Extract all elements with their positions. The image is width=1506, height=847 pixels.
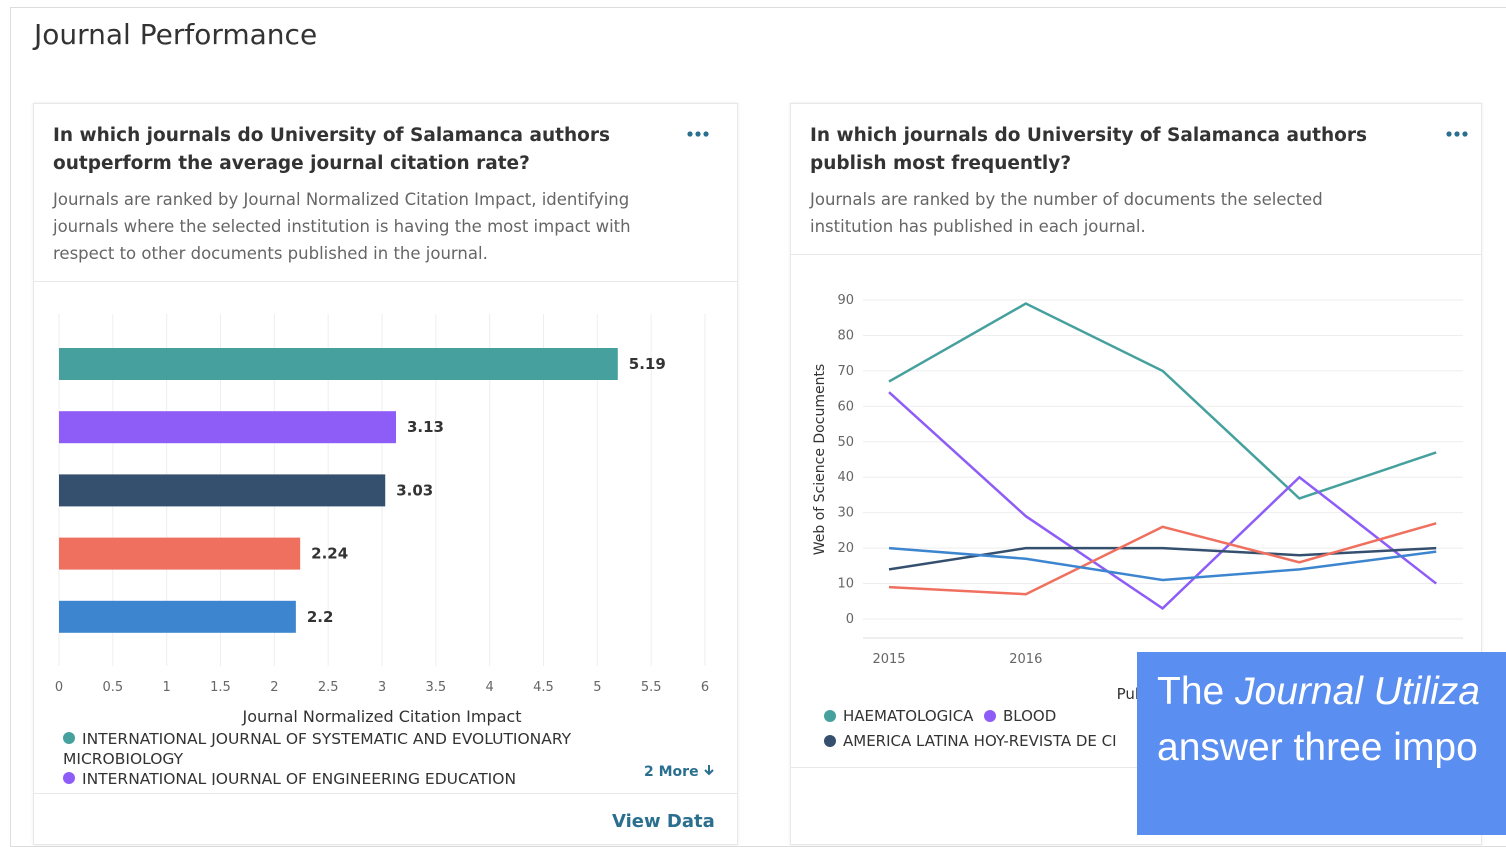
value-label: 2.24 <box>311 545 348 563</box>
x-tick-label: 2.5 <box>318 680 339 695</box>
value-label: 3.13 <box>407 418 444 436</box>
x-tick-label: 1.5 <box>210 680 231 695</box>
legend-swatch <box>824 710 836 722</box>
series-line <box>888 302 1437 500</box>
x-tick-label: 4.5 <box>533 680 554 695</box>
legend-swatch <box>63 772 75 784</box>
legend-swatch <box>984 710 996 722</box>
y-tick-label: 90 <box>837 293 854 308</box>
divider <box>791 767 1481 768</box>
y-tick-label: 30 <box>837 506 854 521</box>
callout-text: The <box>1157 670 1225 713</box>
card: In which journals do University of Salam… <box>33 103 738 845</box>
card-title: In which journals do University of Salam… <box>810 125 1367 174</box>
y-tick-label: 80 <box>837 328 854 343</box>
card-title: In which journals do University of Salam… <box>53 125 610 174</box>
legend-label: INTERNATIONAL JOURNAL OF SYSTEMATIC AND … <box>63 730 572 768</box>
more-link[interactable]: 2 More <box>644 764 715 780</box>
legend: INTERNATIONAL JOURNAL OF SYSTEMATIC AND … <box>63 729 623 785</box>
card-description: Journals are ranked by the number of doc… <box>810 190 1323 236</box>
x-tick-label: 0 <box>55 680 63 695</box>
callout-italic: Journal Utiliza <box>1235 670 1480 713</box>
y-tick-label: 10 <box>837 577 854 592</box>
series-line <box>888 546 1437 571</box>
series-line <box>888 391 1437 610</box>
legend-item[interactable]: INTERNATIONAL JOURNAL OF SYSTEMATIC AND … <box>63 729 623 769</box>
x-tick-label: 0.5 <box>102 680 123 695</box>
y-tick-label: 60 <box>837 399 854 414</box>
menu-icon[interactable] <box>686 130 714 138</box>
x-tick-label: 1 <box>163 680 171 695</box>
bar <box>59 411 396 444</box>
card-description: Journals are ranked by Journal Normalize… <box>53 190 631 263</box>
x-tick-label: 5.5 <box>641 680 662 695</box>
divider <box>34 793 737 794</box>
callout: The Journal Utiliza answer three impo <box>1137 652 1506 835</box>
y-tick-label: 50 <box>837 435 854 450</box>
bar-chart: 0 0.5 1 1.5 2 2.5 3 3.5 4 4.5 5 5.5 6 5.19 3.13 3.03 2.2… <box>55 314 709 726</box>
callout-line: answer three impo <box>1157 726 1478 769</box>
x-tick-label: 2016 <box>1009 652 1042 667</box>
page-title: Journal Performance <box>34 18 318 51</box>
x-tick-label: 3 <box>378 680 386 695</box>
legend-swatch <box>63 732 75 744</box>
value-label: 3.03 <box>396 481 433 499</box>
bar <box>59 600 296 633</box>
arrow-icon <box>703 765 714 776</box>
legend-label: BLOOD <box>1003 707 1056 725</box>
bar <box>59 474 386 507</box>
x-tick-label: 2 <box>270 680 278 695</box>
divider <box>34 281 737 282</box>
divider <box>791 254 1481 255</box>
value-label: 2.2 <box>307 608 334 626</box>
series-line <box>888 546 1437 582</box>
bar <box>59 348 618 380</box>
x-tick-label: 4 <box>486 680 494 695</box>
legend-item[interactable]: INTERNATIONAL JOURNAL OF ENGINEERING EDU… <box>63 769 623 785</box>
series-line <box>888 522 1437 596</box>
legend-label: INTERNATIONAL JOURNAL OF ENGINEERING EDU… <box>82 770 517 785</box>
y-axis-label: Web of Science Documents <box>812 364 828 555</box>
y-tick-label: 70 <box>837 364 854 379</box>
y-tick-label: 0 <box>846 612 854 627</box>
x-tick-label: 3.5 <box>425 680 446 695</box>
x-tick-label: 5 <box>593 680 601 695</box>
view-data-button[interactable]: View Data <box>612 811 715 832</box>
x-axis-label: Journal Normalized Citation Impact <box>241 707 521 726</box>
callout-line: The Journal Utiliza <box>1157 670 1480 714</box>
x-tick-label: 6 <box>701 680 709 695</box>
y-tick-label: 20 <box>837 541 854 556</box>
bar <box>59 537 301 570</box>
legend-swatch <box>824 735 836 747</box>
value-label: 5.19 <box>629 355 666 373</box>
y-tick-label: 40 <box>837 470 854 485</box>
menu-icon[interactable] <box>1445 130 1473 138</box>
more-text: 2 More <box>644 764 699 780</box>
x-tick-label: 2015 <box>872 652 905 667</box>
legend-label: AMERICA LATINA HOY-REVISTA DE CI <box>843 732 1117 750</box>
legend-label: HAEMATOLOGICA <box>843 707 974 725</box>
